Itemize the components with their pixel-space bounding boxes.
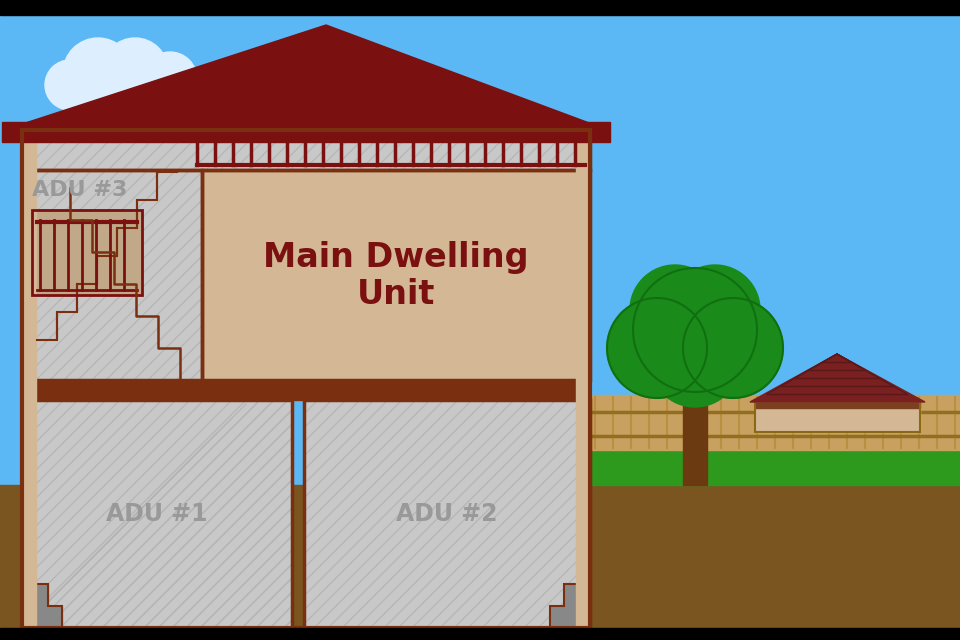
Polygon shape [550, 562, 590, 628]
Bar [590, 450, 960, 485]
Text: Main Dwelling: Main Dwelling [263, 241, 529, 273]
Bar [2, 122, 610, 142]
Bar [202, 170, 590, 380]
Bar [755, 402, 920, 432]
Bar [590, 395, 960, 450]
Bar [22, 130, 590, 170]
Circle shape [607, 298, 707, 398]
Text: Unit: Unit [357, 278, 435, 312]
Bar [755, 402, 920, 408]
Bar [32, 210, 142, 295]
Circle shape [683, 298, 783, 398]
Bar [0, 628, 960, 640]
Bar [683, 390, 707, 485]
Bar [32, 210, 142, 295]
Text: ADU #2: ADU #2 [396, 502, 497, 526]
Circle shape [633, 268, 757, 392]
Circle shape [66, 68, 110, 112]
Circle shape [670, 265, 760, 355]
Bar [22, 130, 36, 628]
Polygon shape [750, 354, 925, 402]
Bar [22, 127, 590, 135]
Circle shape [45, 60, 95, 110]
Bar [576, 130, 590, 628]
Polygon shape [4, 25, 608, 130]
Polygon shape [22, 562, 62, 628]
Text: ADU #3: ADU #3 [32, 180, 128, 200]
Bar [755, 402, 920, 432]
Bar [22, 170, 202, 380]
Bar [22, 170, 202, 380]
Bar [304, 400, 590, 628]
Bar [0, 485, 960, 640]
Bar [22, 380, 590, 400]
Circle shape [96, 62, 148, 114]
Bar [22, 400, 292, 628]
Circle shape [102, 38, 168, 104]
Bar [22, 130, 590, 628]
Bar [22, 130, 590, 170]
Bar [0, 0, 960, 15]
Circle shape [63, 38, 133, 108]
Circle shape [650, 317, 740, 407]
Text: ADU #1: ADU #1 [107, 502, 207, 526]
Circle shape [630, 265, 720, 355]
Circle shape [143, 52, 197, 106]
Bar [22, 125, 590, 130]
Bar [202, 170, 590, 380]
Bar [304, 400, 590, 628]
Bar [22, 400, 292, 628]
